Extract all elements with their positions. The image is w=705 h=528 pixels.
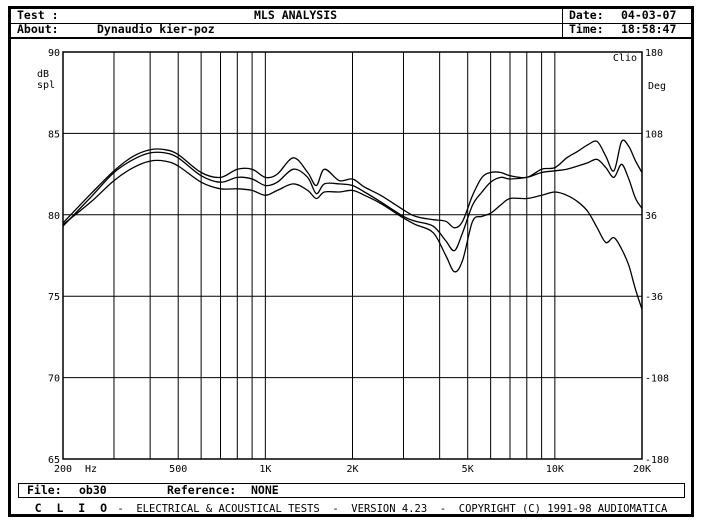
header-row-1: Test : MLS ANALYSIS Date: 04-03-07: [11, 9, 691, 24]
test-label: Test :: [17, 8, 59, 22]
y2-tick-label: 36: [645, 211, 657, 222]
file-label: File:: [27, 483, 62, 497]
y-tick-label: 75: [48, 292, 60, 303]
x-tick-label: 20K: [633, 464, 651, 475]
x-unit-label: Hz: [85, 464, 97, 475]
x-tick-label: 2K: [346, 464, 358, 475]
x-tick-label: 200: [54, 464, 72, 475]
y-tick-label: 90: [48, 48, 60, 59]
footer-brand: C L I O: [34, 501, 112, 515]
y-tick-label: 85: [48, 129, 60, 140]
y2-tick-label: 108: [645, 129, 663, 140]
y-axis-label: spl: [37, 80, 55, 91]
series-line-1: [62, 139, 643, 229]
x-tick-label: 500: [169, 464, 187, 475]
y2-tick-label: -180: [645, 455, 669, 466]
about-value: Dynaudio kier-poz: [97, 22, 215, 36]
y2-tick-label: -36: [645, 292, 663, 303]
series-line-2: [62, 151, 643, 252]
series-line-3: [62, 159, 643, 310]
y2-tick-label: 180: [645, 48, 663, 59]
header-row-2: About: Dynaudio kier-poz Time: 18:58:47: [11, 23, 691, 39]
y-tick-label: 70: [48, 374, 60, 385]
y-axis-label: dB: [37, 69, 49, 80]
file-value: ob30: [79, 483, 107, 497]
time-label: Time:: [569, 22, 604, 36]
date-label: Date:: [569, 8, 604, 22]
reference-label: Reference:: [167, 483, 237, 497]
header-divider: [562, 9, 563, 38]
y-tick-label: 65: [48, 455, 60, 466]
y2-axis-label: Deg: [648, 81, 666, 92]
time-value: 18:58:47: [621, 22, 677, 36]
footer: C L I O - ELECTRICAL & ACOUSTICAL TESTS …: [11, 501, 691, 515]
page-title: MLS ANALYSIS: [254, 8, 338, 22]
file-bar: File: ob30 Reference: NONE: [18, 483, 685, 498]
y-tick-label: 80: [48, 211, 60, 222]
x-tick-label: 10K: [546, 464, 564, 475]
date-value: 04-03-07: [621, 8, 677, 22]
clio-window: Test : MLS ANALYSIS Date: 04-03-07 About…: [8, 6, 694, 517]
y2-tick-label: -108: [645, 374, 669, 385]
reference-value: NONE: [251, 483, 279, 497]
corner-label: Clio: [613, 53, 637, 64]
x-tick-label: 5K: [462, 464, 474, 475]
x-tick-label: 1K: [259, 464, 271, 475]
about-label: About:: [17, 22, 59, 36]
footer-text: - ELECTRICAL & ACOUSTICAL TESTS - VERSIO…: [111, 503, 668, 515]
